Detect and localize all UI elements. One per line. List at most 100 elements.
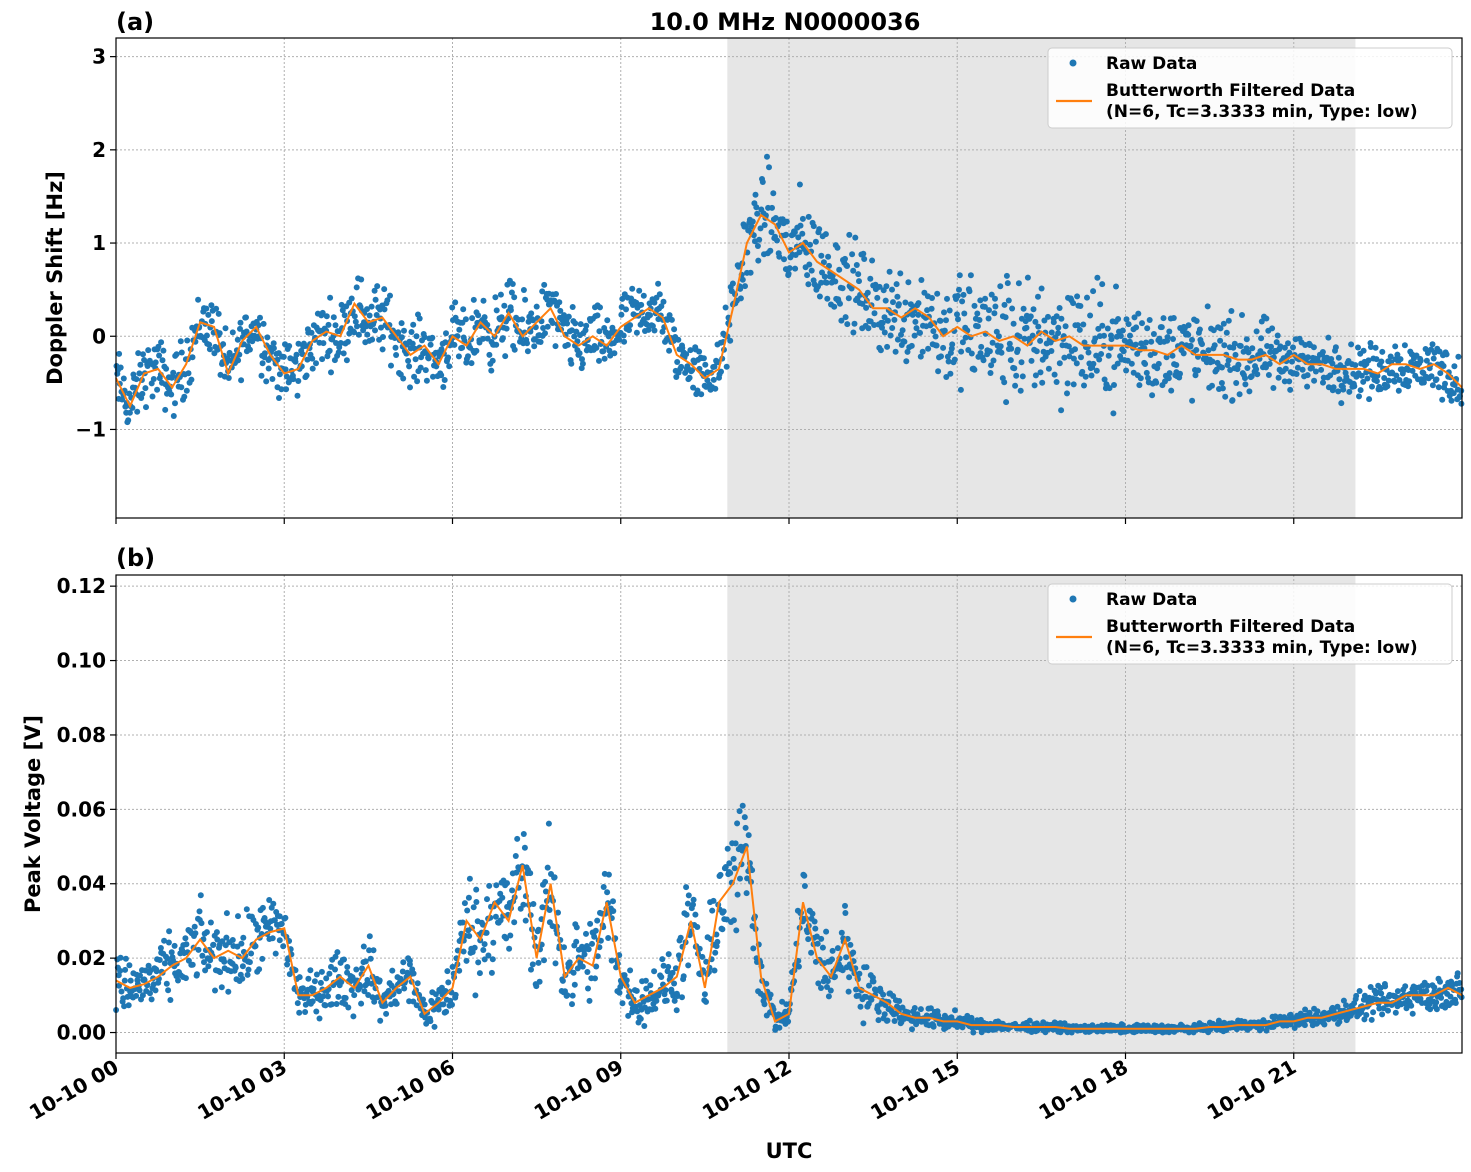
raw-point: [540, 325, 547, 331]
raw-point: [1081, 339, 1088, 346]
raw-point: [968, 350, 975, 357]
y-tick-label-b-0: 0.00: [57, 1021, 106, 1045]
y-ticks-a: −1 0 1 2 3: [75, 45, 116, 441]
raw-point: [1177, 370, 1183, 377]
raw-point: [653, 997, 660, 1004]
raw-point: [410, 970, 417, 977]
raw-point: [930, 1023, 937, 1030]
raw-point: [823, 928, 830, 935]
raw-point: [504, 880, 510, 887]
raw-point: [674, 359, 681, 365]
raw-point: [591, 933, 598, 940]
raw-point: [521, 844, 528, 851]
raw-point: [348, 987, 355, 994]
raw-point: [533, 983, 540, 990]
raw-point: [818, 279, 825, 286]
raw-point: [364, 306, 370, 313]
raw-point: [876, 283, 883, 290]
raw-point: [1329, 360, 1336, 367]
raw-point: [528, 966, 534, 973]
raw-point: [993, 328, 1000, 335]
raw-point: [961, 310, 968, 317]
raw-point: [1403, 1005, 1410, 1012]
raw-point: [774, 237, 780, 244]
raw-point: [408, 329, 415, 335]
raw-point: [1142, 361, 1149, 367]
raw-point: [1355, 344, 1361, 351]
raw-point: [882, 297, 889, 304]
raw-point: [1082, 373, 1089, 380]
raw-point: [182, 975, 189, 982]
raw-point: [651, 327, 658, 334]
raw-point: [302, 1009, 309, 1015]
raw-point: [1248, 373, 1255, 380]
raw-point: [1136, 382, 1143, 389]
raw-point: [551, 874, 558, 881]
raw-point: [1163, 354, 1170, 361]
raw-point: [185, 370, 192, 377]
raw-point: [1053, 379, 1060, 385]
raw-point: [1289, 358, 1295, 365]
raw-point: [545, 820, 552, 827]
raw-point: [223, 910, 230, 917]
raw-point: [1081, 382, 1087, 389]
raw-point: [1285, 340, 1291, 347]
raw-point: [1087, 312, 1094, 319]
raw-point: [941, 327, 948, 334]
raw-point: [1003, 399, 1010, 406]
raw-point: [989, 339, 996, 346]
raw-point: [352, 318, 359, 325]
raw-point: [1458, 986, 1465, 993]
raw-point: [712, 385, 719, 392]
raw-point: [1137, 375, 1144, 382]
raw-point: [1108, 336, 1115, 343]
raw-point: [472, 992, 479, 999]
raw-point: [1293, 371, 1300, 377]
raw-point: [191, 923, 198, 930]
raw-point: [839, 967, 846, 974]
raw-point: [1217, 325, 1224, 332]
raw-point: [1402, 983, 1409, 990]
raw-point: [163, 980, 170, 987]
raw-point: [978, 1029, 985, 1036]
raw-point: [1101, 376, 1108, 383]
raw-point: [219, 938, 226, 945]
raw-point: [410, 321, 417, 328]
raw-point: [853, 986, 859, 993]
raw-point: [1105, 352, 1112, 359]
raw-point: [1438, 994, 1445, 1001]
raw-point: [357, 984, 363, 991]
raw-point: [579, 356, 585, 363]
raw-point: [925, 345, 932, 352]
raw-point: [182, 935, 189, 942]
raw-point: [366, 312, 373, 319]
raw-point: [1056, 360, 1063, 367]
raw-point: [886, 268, 893, 275]
raw-point: [1221, 342, 1228, 349]
raw-point: [1077, 303, 1084, 309]
raw-point: [533, 303, 540, 310]
raw-point: [662, 987, 669, 994]
raw-point: [205, 963, 212, 970]
raw-point: [1062, 323, 1069, 330]
raw-point: [256, 966, 263, 973]
raw-point: [772, 215, 779, 221]
raw-point: [177, 338, 184, 345]
raw-point: [769, 204, 775, 211]
raw-point: [152, 987, 159, 994]
raw-point: [801, 883, 808, 889]
raw-point: [932, 333, 939, 340]
raw-point: [824, 984, 830, 990]
raw-point: [954, 292, 961, 299]
raw-point: [838, 929, 845, 936]
raw-point: [442, 339, 449, 346]
raw-point: [421, 1001, 428, 1008]
raw-point: [520, 287, 527, 293]
raw-point: [214, 936, 221, 943]
raw-point: [959, 1024, 966, 1031]
raw-point: [309, 998, 316, 1005]
raw-point: [982, 295, 989, 302]
raw-point: [1385, 377, 1392, 384]
raw-point: [1160, 315, 1167, 322]
raw-point: [729, 280, 736, 287]
